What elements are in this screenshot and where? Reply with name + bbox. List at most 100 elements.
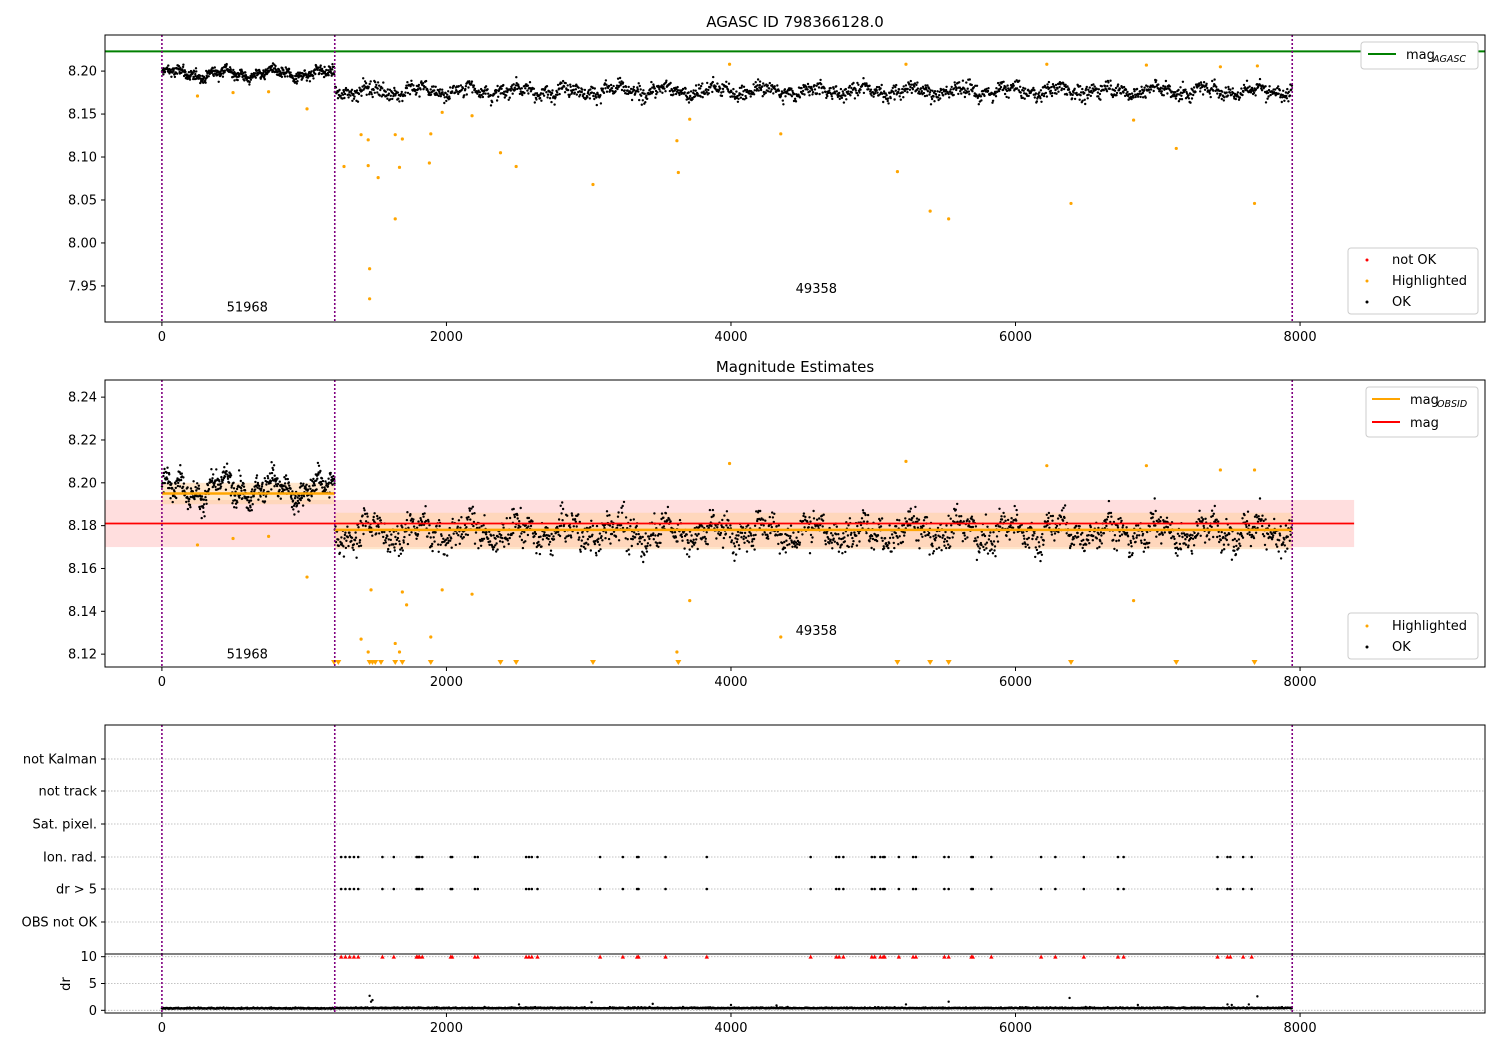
panel1-ok-point: [994, 95, 998, 98]
panel1-ok-point: [1096, 91, 1100, 94]
panel2-ok-point: [1112, 538, 1115, 542]
panel1-highlighted-point: [1255, 64, 1259, 68]
panel1-ok-point: [327, 74, 330, 77]
panel2-ok-point: [454, 543, 457, 547]
panel2-ok-point: [297, 501, 301, 505]
panel1-ok-point: [1287, 90, 1291, 94]
panel2-ok-point: [780, 533, 783, 536]
panel1-ok-point: [620, 88, 624, 92]
panel1-ok-point: [683, 91, 686, 94]
panel2-ok-point: [354, 536, 358, 539]
legend-highlighted-marker-2: [1365, 624, 1369, 628]
panel1-ok-point: [350, 92, 353, 95]
panel1-ok-point: [519, 90, 522, 93]
panel1-ok-point: [360, 94, 363, 98]
panel2-ok-point: [836, 543, 840, 546]
panel2-ok-point: [812, 517, 816, 520]
panel2-ok-point: [828, 542, 831, 545]
panel1-ok-point: [699, 95, 702, 98]
panel1-ok-point: [1228, 91, 1232, 94]
panel2-ok-point: [740, 536, 743, 539]
panel2-ok-point: [632, 518, 635, 521]
panel2-ok-point: [1134, 540, 1137, 544]
panel2-ok-point: [382, 542, 385, 545]
panel2-legend-points: Highlighted OK: [1347, 612, 1479, 660]
panel1-xtick-label: 6000: [999, 330, 1032, 345]
panel2-ok-point: [1102, 532, 1106, 535]
panel1-ok-point: [1097, 95, 1100, 98]
panel1-ok-point: [1078, 98, 1081, 101]
panel2-ok-point: [1053, 532, 1057, 535]
panel2-ok-point: [993, 549, 996, 552]
panel2-ytick-label: 8.12: [68, 648, 97, 663]
panel1-ok-point: [461, 87, 465, 90]
panel1-ok-point: [1084, 102, 1087, 106]
panel2-ok-point: [911, 516, 914, 520]
panel1-ok-point: [263, 78, 266, 81]
panel2-ok-point: [735, 540, 739, 544]
panel2-obs-label-2: 49358: [796, 624, 837, 639]
panel1-ok-point: [317, 66, 320, 69]
panel2-ok-point: [624, 516, 628, 519]
panel2-ok-point: [569, 534, 572, 537]
panel2-ok-point: [396, 525, 399, 528]
panel1-ok-point: [1236, 91, 1240, 94]
panel2-ok-point: [821, 525, 824, 528]
panel2-ok-point: [483, 514, 486, 517]
panel2-ok-point: [1232, 545, 1236, 548]
panel2-ok-point: [1279, 525, 1282, 528]
panel2-ok-point: [762, 518, 765, 521]
panel1-ok-point: [1254, 88, 1258, 91]
panel2-ok-point: [690, 534, 693, 537]
panel1-ok-point: [640, 94, 643, 98]
panel1-ok-point: [456, 90, 459, 93]
panel1-ok-point: [1218, 89, 1221, 93]
panel2-ok-point: [1002, 511, 1005, 515]
panel2-ok-point: [576, 531, 579, 535]
panel1-ok-point: [398, 100, 401, 103]
panel2-ok-point: [808, 516, 811, 519]
panel2-ok-point: [1238, 542, 1241, 545]
panel1-obs-boundaries: [161, 35, 1294, 322]
panel1-ok-point: [699, 87, 702, 90]
panel2-ok-point: [274, 483, 278, 486]
panel2-ok-point: [795, 546, 799, 549]
panel2-ok-point: [193, 497, 196, 501]
panel2-ok-point: [240, 489, 243, 492]
panel1-ok-point: [568, 95, 571, 99]
panel1-ok-point: [213, 66, 216, 69]
panel2-ok-point: [479, 539, 482, 543]
panel2-ok-point: [495, 542, 498, 545]
panel2-ok-point: [892, 541, 895, 545]
panel1-ok-point: [1162, 94, 1166, 97]
panel1-ok-point: [1100, 85, 1104, 88]
panel1-ok-point: [1079, 91, 1083, 94]
panel1-ok-point: [661, 91, 664, 95]
panel2-ok-point: [465, 526, 468, 529]
panel1-ok-point: [1141, 91, 1145, 95]
panel2-ok-point: [1131, 552, 1134, 555]
panel2-ok-point: [189, 506, 192, 509]
panel1-ok-point: [563, 91, 567, 94]
panel2-ok-point: [1191, 537, 1195, 540]
panel1-ok-point: [325, 68, 328, 72]
panel1-ok-point: [386, 97, 389, 100]
panel2-ok-point: [585, 526, 589, 530]
panel1-ok-point: [254, 76, 257, 79]
panel2-ok-point: [298, 494, 301, 497]
panel1-ok-point: [1054, 83, 1058, 87]
panel1-ok-point: [1009, 88, 1012, 92]
panel1-ok-point: [1267, 95, 1270, 98]
panel1-ok-point: [1264, 101, 1268, 104]
panel2-ok-point: [202, 506, 205, 509]
panel1-ok-point: [1007, 96, 1010, 99]
panel2-ok-point: [866, 520, 869, 523]
panel1-ok-point: [350, 88, 354, 92]
panel2-ok-point: [668, 518, 671, 521]
panel1-ok-point: [952, 93, 955, 97]
panel2-ok-point: [897, 543, 900, 546]
panel1-ok-point: [604, 79, 608, 82]
panel2-ok-point: [1038, 545, 1041, 548]
panel2-clipped-marker: [927, 660, 934, 665]
panel2-ok-point: [662, 516, 665, 519]
